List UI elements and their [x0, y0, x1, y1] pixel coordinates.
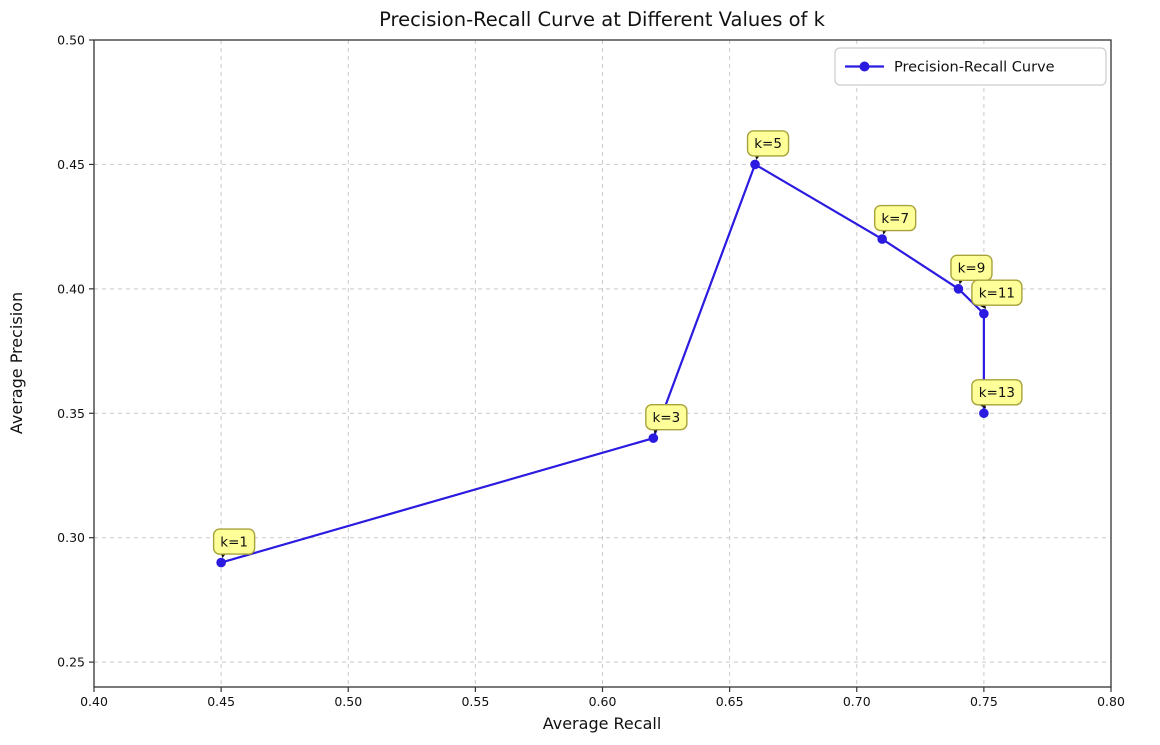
data-point-marker [750, 159, 760, 170]
annotation-box [971, 379, 1023, 406]
data-point-marker [877, 234, 887, 244]
axis-ticks: 0.40 0.45 0.50 0.55 0.60 0.65 0.70 0.75 0.80 0.25… [57, 33, 1125, 710]
point-annotations: k=1 k=3 k=5 k=7 k=9 k=11 k=13 [212, 130, 1023, 559]
y-tick-label: 0.50 [57, 33, 85, 48]
annotation-box [950, 254, 993, 282]
annotation-box [212, 528, 256, 555]
annotation-label: k=1 [220, 534, 248, 550]
y-tick-label: 0.35 [57, 406, 85, 421]
annotation-box [873, 204, 917, 232]
x-tick-label: 0.50 [334, 694, 362, 709]
y-tick-label: 0.25 [57, 655, 85, 670]
annotation-box [971, 279, 1023, 306]
annotation-label: k=9 [958, 261, 986, 277]
data-point-marker [979, 308, 989, 319]
data-point-marker [648, 433, 659, 443]
plot-frame [93, 39, 1112, 688]
annotation-box [746, 130, 790, 157]
y-tick-label: 0.40 [57, 281, 85, 296]
x-axis-label: Average Recall [543, 714, 662, 733]
annotation-label: k=13 [979, 385, 1015, 401]
x-tick-label: 0.65 [716, 694, 744, 709]
x-tick-label: 0.75 [970, 694, 998, 709]
legend-label: Precision-Recall Curve [894, 60, 1055, 76]
legend-box [834, 47, 1107, 86]
annotation-label: k=7 [881, 211, 909, 227]
legend: Precision-Recall Curve [834, 47, 1107, 86]
x-tick-label: 0.80 [1097, 694, 1125, 709]
y-tick-label: 0.30 [57, 530, 85, 545]
plot-border [93, 39, 1112, 688]
data-point-marker [979, 408, 989, 419]
y-axis-label: Average Precision [7, 292, 26, 434]
annotation-label: k=11 [979, 286, 1015, 302]
data-series [216, 159, 989, 568]
legend-marker-sample [859, 61, 870, 72]
data-point-marker [953, 284, 964, 294]
chart-title: Precision-Recall Curve at Different Valu… [379, 8, 825, 31]
x-tick-label: 0.70 [843, 694, 871, 709]
annotation-label: k=3 [652, 410, 680, 426]
x-tick-label: 0.55 [461, 694, 489, 709]
grid-lines [93, 39, 1112, 687]
x-tick-label: 0.45 [207, 694, 235, 709]
y-tick-label: 0.45 [57, 157, 85, 172]
annotation-box [645, 403, 688, 431]
x-tick-label: 0.40 [80, 694, 108, 709]
data-point-marker [216, 557, 226, 568]
x-tick-label: 0.60 [589, 694, 617, 709]
annotation-label: k=5 [754, 136, 782, 152]
